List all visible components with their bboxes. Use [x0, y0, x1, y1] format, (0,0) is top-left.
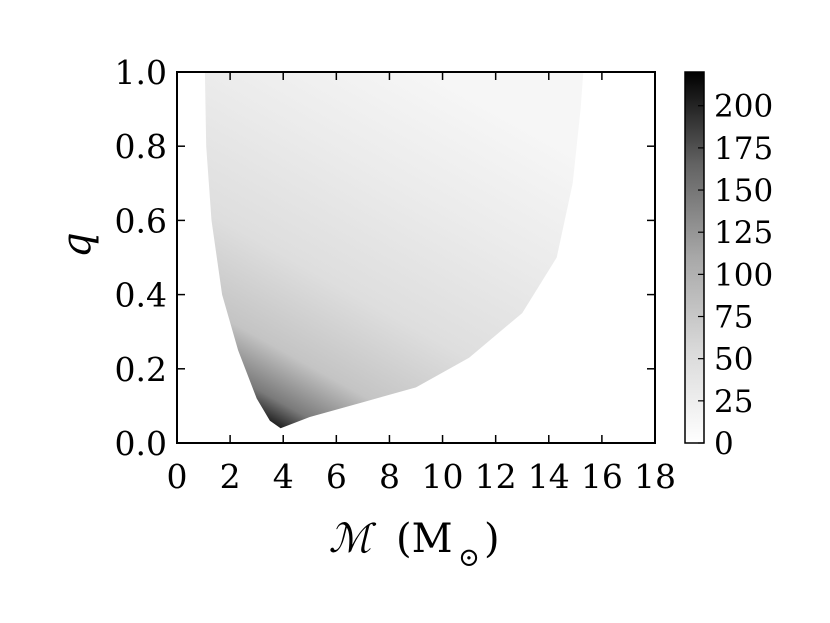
x-tick-label: 18 — [634, 457, 676, 496]
y-tick-label: 0.8 — [115, 127, 167, 166]
x-tick-label: 0 — [167, 457, 188, 496]
y-tick-label: 0.6 — [115, 201, 167, 240]
plot-frame — [176, 71, 656, 444]
x-tick-label: 4 — [273, 457, 294, 496]
y-tick-label: 1.0 — [115, 53, 167, 92]
x-tick-label: 2 — [220, 457, 241, 496]
x-tick-label: 16 — [581, 457, 623, 496]
colorbar-gradient — [684, 71, 705, 444]
y-tick-label: 0.2 — [115, 350, 167, 389]
colorbar-tick-label: 175 — [714, 131, 773, 167]
x-tick-label: 14 — [528, 457, 570, 496]
colorbar-tick-label: 75 — [714, 300, 753, 336]
plot-area: 0 2 4 6 8 10 12 14 16 18 0.0 0.2 0.4 0.6 0.8 1.0 — [115, 53, 676, 496]
y-axis-ticks: 0.0 0.2 0.4 0.6 0.8 1.0 — [115, 53, 655, 463]
x-axis-label-symbol: ℳ — [329, 516, 377, 562]
colorbar-tick-label: 25 — [714, 384, 753, 420]
x-tick-label: 12 — [475, 457, 517, 496]
y-tick-label: 0.0 — [115, 424, 167, 463]
x-axis-label-unit-close: ) — [484, 516, 500, 562]
colorbar-ticks: 0 25 50 75 100 125 150 175 200 — [698, 89, 773, 462]
x-axis-ticks: 0 2 4 6 8 10 12 14 16 18 — [167, 72, 676, 496]
colorbar-tick-label: 200 — [714, 89, 773, 125]
x-axis-label-unit-open: (M — [396, 516, 453, 562]
y-axis-label-text: q — [54, 232, 100, 258]
colorbar-tick-label: 125 — [714, 215, 773, 251]
x-axis-label: ℳ (M ⊙ ) — [329, 516, 500, 573]
colorbar-tick-label: 0 — [714, 426, 734, 462]
colorbar-tick-label: 50 — [714, 342, 753, 378]
colorbar-tick-label: 100 — [714, 257, 773, 293]
x-tick-label: 10 — [422, 457, 464, 496]
heatmap-region — [204, 72, 584, 429]
colorbar-tick-label: 150 — [714, 173, 773, 209]
x-axis-label-unit-subscript: ⊙ — [458, 543, 480, 573]
x-tick-label: 6 — [326, 457, 347, 496]
x-tick-label: 8 — [379, 457, 400, 496]
y-axis-label: q — [54, 232, 100, 258]
y-tick-label: 0.4 — [115, 276, 167, 315]
colorbar: 0 25 50 75 100 125 150 175 200 — [684, 71, 773, 462]
